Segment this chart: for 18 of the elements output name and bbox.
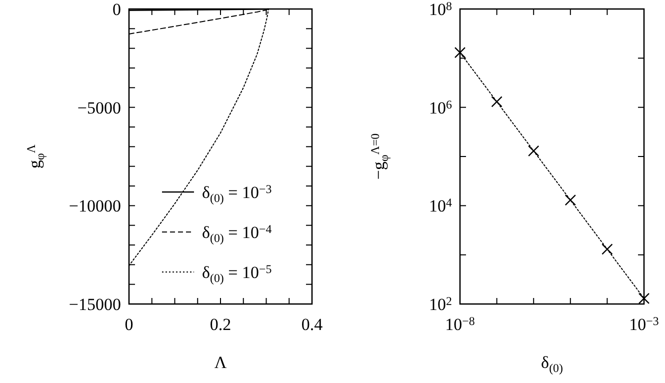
x-tick-label: 0.2 <box>210 315 232 334</box>
y-tick-label: 10$^{4}$ <box>429 195 452 216</box>
x-tick-label: 0 <box>124 315 134 334</box>
x-axis-title: Λ <box>214 353 228 372</box>
x-axis-title: δ$_{(0)}$ <box>541 353 563 375</box>
y-tick-label: 10$^{8}$ <box>429 0 452 19</box>
x-tick-label: 0.4 <box>301 315 324 334</box>
legend-label: δ$_{(0)}$ = 10$^{−5}$ <box>202 262 272 285</box>
legend-label: δ$_{(0)}$ = 10$^{−3}$ <box>202 182 272 205</box>
legend-label: δ$_{(0)}$ = 10$^{−4}$ <box>202 222 272 245</box>
y-tick-label: 10$^{2}$ <box>429 294 452 314</box>
x-tick-label: 10$^{−8}$ <box>445 314 475 334</box>
y-tick-label: −15000 <box>68 295 121 314</box>
y-tick-label: −10000 <box>68 196 121 216</box>
y-tick-label: 0 <box>112 0 121 19</box>
y-tick-label: −5000 <box>77 98 121 118</box>
x-tick-label: 10$^{−3}$ <box>629 314 659 334</box>
y-tick-label: 10$^{6}$ <box>429 96 452 118</box>
